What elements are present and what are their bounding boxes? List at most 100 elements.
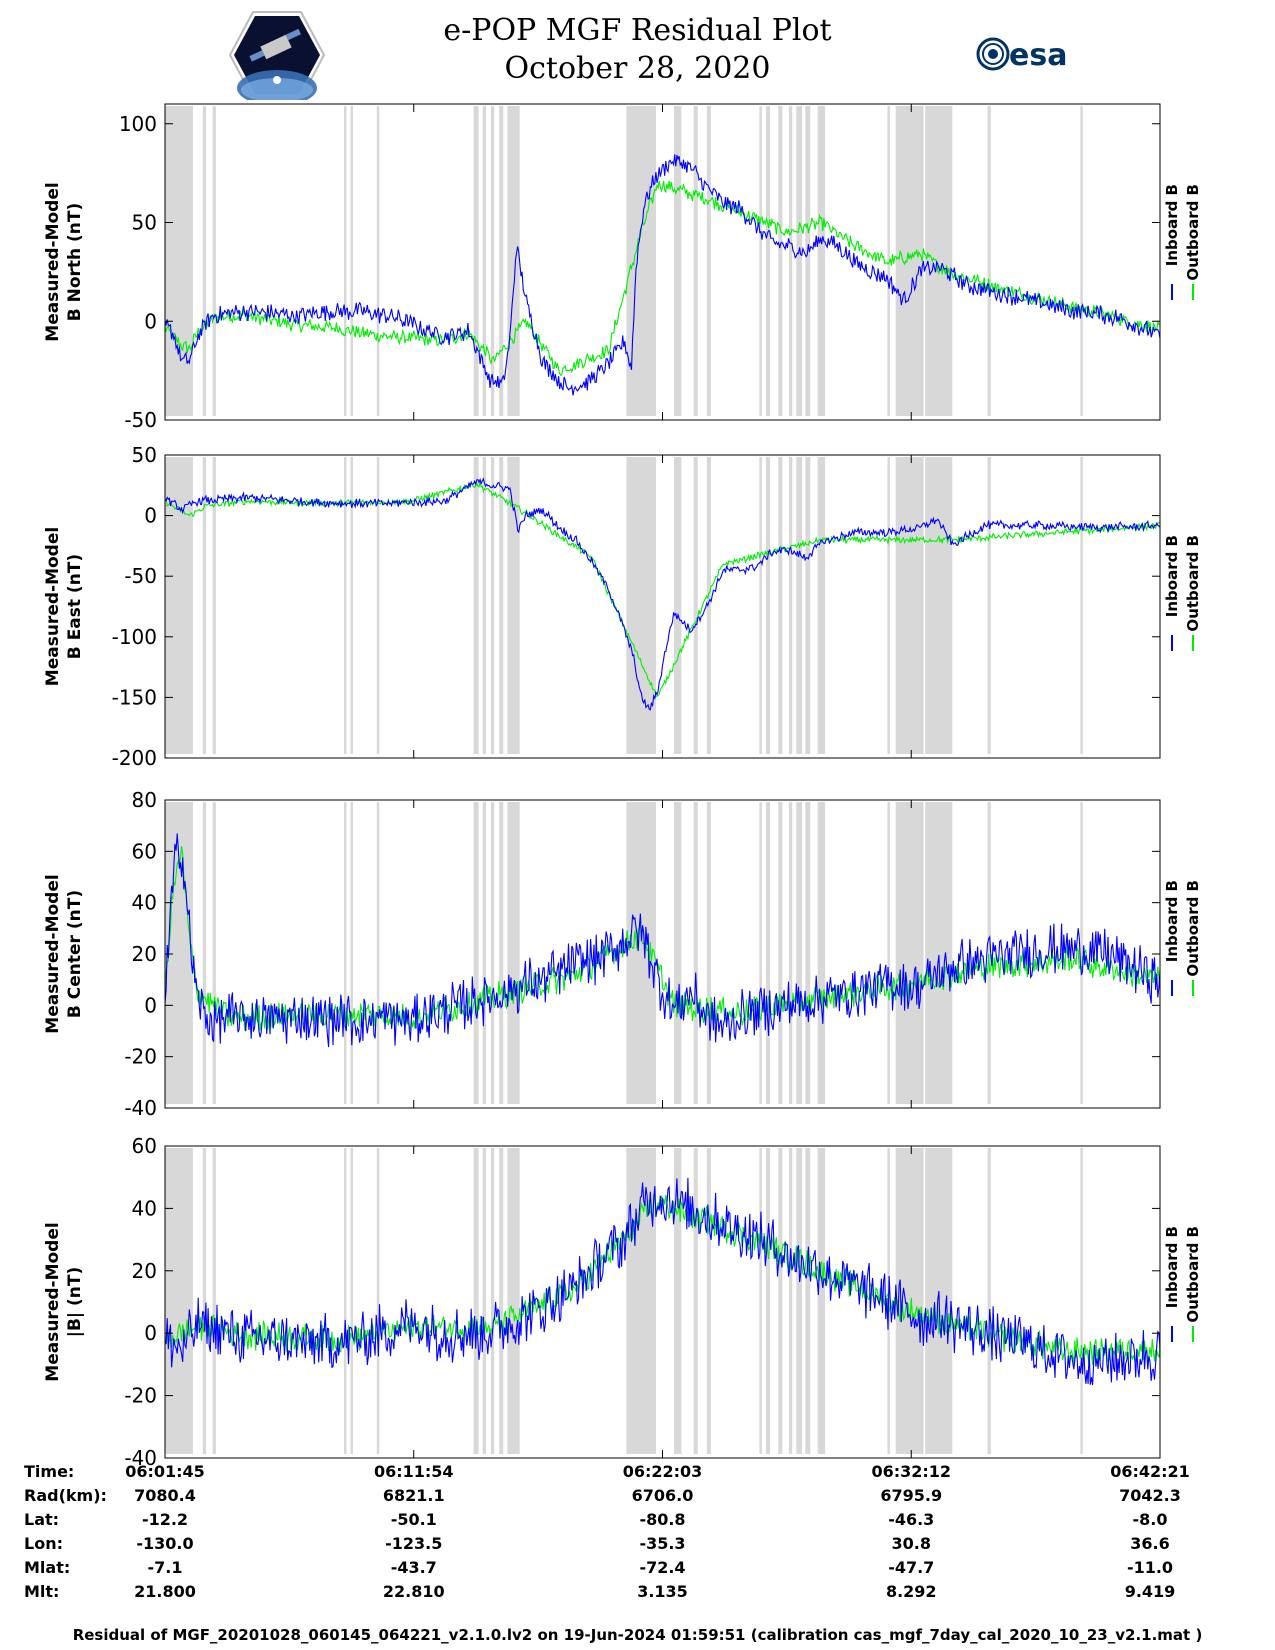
series-line-outboard <box>164 480 1161 697</box>
shaded-interval <box>473 457 479 754</box>
info-cell: 3.135 <box>637 1582 688 1601</box>
info-row: Rad(km): 7080.4 6821.1 6706.0 6795.9 7042.3 <box>0 1486 1275 1510</box>
shaded-interval <box>490 457 495 754</box>
y-tick-label: -40 <box>124 1096 157 1120</box>
chart-panel-3: 80 60 40 20 0 -20 -40 Measured-Model B Center (n… <box>43 788 1202 1120</box>
info-row-label: Rad(km): <box>24 1486 107 1505</box>
shaded-interval <box>673 106 682 416</box>
y-tick-label: 0 <box>144 993 157 1017</box>
shaded-interval <box>507 1148 520 1454</box>
shaded-interval <box>350 1148 353 1454</box>
orbit-info-table: Time: 06:01:45 06:11:54 06:22:03 06:32:12 06:… <box>0 1462 1275 1622</box>
shaded-interval <box>693 1148 698 1454</box>
shaded-interval <box>805 1148 811 1454</box>
shaded-interval <box>482 106 486 416</box>
series-line-outboard <box>164 846 1161 1031</box>
shaded-interval <box>507 106 520 416</box>
shaded-interval <box>202 802 207 1104</box>
shaded-interval <box>490 1148 495 1454</box>
y-axis-label-line-1: Measured-Model <box>43 527 63 686</box>
legend: Inboard B Outboard B <box>1163 1226 1202 1342</box>
shaded-interval <box>499 106 504 416</box>
plot-title: e-POP MGF Residual Plot October 28, 2020 <box>0 12 1275 88</box>
shaded-interval <box>499 457 504 754</box>
shaded-interval <box>805 106 811 416</box>
shaded-interval <box>788 457 793 754</box>
legend-label-outboard: Outboard B <box>1184 535 1202 632</box>
shaded-interval <box>788 1148 793 1454</box>
shaded-interval <box>805 802 811 1104</box>
shaded-interval <box>482 802 486 1104</box>
y-tick-label: 80 <box>132 788 157 812</box>
legend-label-outboard: Outboard B <box>1184 184 1202 281</box>
info-cell: 06:01:45 <box>125 1462 205 1481</box>
axes-box <box>164 103 1161 421</box>
info-row: Lon: -130.0 -123.5 -35.3 30.8 36.6 <box>0 1534 1275 1558</box>
info-cell: 06:22:03 <box>622 1462 703 1481</box>
shaded-interval <box>673 802 682 1104</box>
shaded-interval <box>482 1148 486 1454</box>
axes-box <box>164 799 1161 1109</box>
info-cell: 06:11:54 <box>373 1462 454 1481</box>
shaded-interval <box>759 802 762 1104</box>
y-tick-label: 50 <box>132 211 157 235</box>
footer-caption: Residual of MGF_20201028_060145_064221_v… <box>72 1626 1203 1644</box>
info-cell: 6821.1 <box>382 1486 445 1505</box>
shaded-interval <box>778 802 783 1104</box>
info-cell: 21.800 <box>134 1582 196 1601</box>
y-tick-label: 0 <box>144 504 157 528</box>
shaded-interval <box>482 457 486 754</box>
y-tick-label: -50 <box>124 564 157 588</box>
shaded-interval <box>350 802 353 1104</box>
y-tick-label: -50 <box>124 408 157 432</box>
y-tick-label: 60 <box>132 839 157 863</box>
shaded-interval <box>473 1148 479 1454</box>
y-axis-label-line-2: B North (nT) <box>65 203 85 322</box>
shaded-interval <box>895 802 924 1104</box>
info-row-label: Lon: <box>24 1534 63 1553</box>
shaded-interval <box>796 457 803 754</box>
shaded-interval <box>350 457 353 754</box>
shaded-interval <box>343 457 347 754</box>
info-cell: -35.3 <box>639 1534 686 1553</box>
y-tick-label: -200 <box>112 746 157 770</box>
info-cell: 9.419 <box>1124 1582 1176 1601</box>
shaded-interval <box>499 1148 504 1454</box>
shaded-interval <box>887 106 890 416</box>
shaded-interval <box>887 457 890 754</box>
info-cell: 30.8 <box>891 1534 931 1553</box>
shaded-interval <box>778 1148 783 1454</box>
shaded-interval <box>895 457 924 754</box>
shaded-interval <box>376 106 380 416</box>
shaded-interval <box>693 106 698 416</box>
info-cell: -12.2 <box>141 1510 189 1529</box>
shaded-interval <box>693 457 698 754</box>
shaded-interval <box>925 457 953 754</box>
shaded-interval <box>350 106 353 416</box>
shaded-interval <box>887 802 890 1104</box>
esa-logo-text: esa <box>1009 38 1067 73</box>
shaded-interval <box>212 1148 216 1454</box>
title-line-2: October 28, 2020 <box>504 51 771 86</box>
series-line-outboard <box>164 180 1161 377</box>
info-cell: -123.5 <box>385 1534 443 1553</box>
shaded-interval <box>202 1148 207 1454</box>
shaded-interval <box>706 457 711 754</box>
info-cell: -72.4 <box>639 1558 686 1577</box>
shaded-interval <box>343 106 347 416</box>
info-cell: 7080.4 <box>134 1486 196 1505</box>
y-axis-label-line-1: Measured-Model <box>43 1222 63 1381</box>
shaded-interval <box>376 457 380 754</box>
shaded-interval <box>165 1148 193 1454</box>
legend: Inboard B Outboard B <box>1163 880 1202 996</box>
info-cell: -7.1 <box>147 1558 183 1577</box>
shaded-interval <box>507 457 520 754</box>
info-cell: -11.0 <box>1126 1558 1174 1577</box>
y-tick-label: -40 <box>124 1446 157 1470</box>
info-cell: -8.0 <box>1132 1510 1168 1529</box>
legend: Inboard B Outboard B <box>1163 535 1202 651</box>
legend-label-inboard: Inboard B <box>1163 184 1181 266</box>
shaded-interval <box>706 106 711 416</box>
info-row-label: Time: <box>24 1462 75 1481</box>
